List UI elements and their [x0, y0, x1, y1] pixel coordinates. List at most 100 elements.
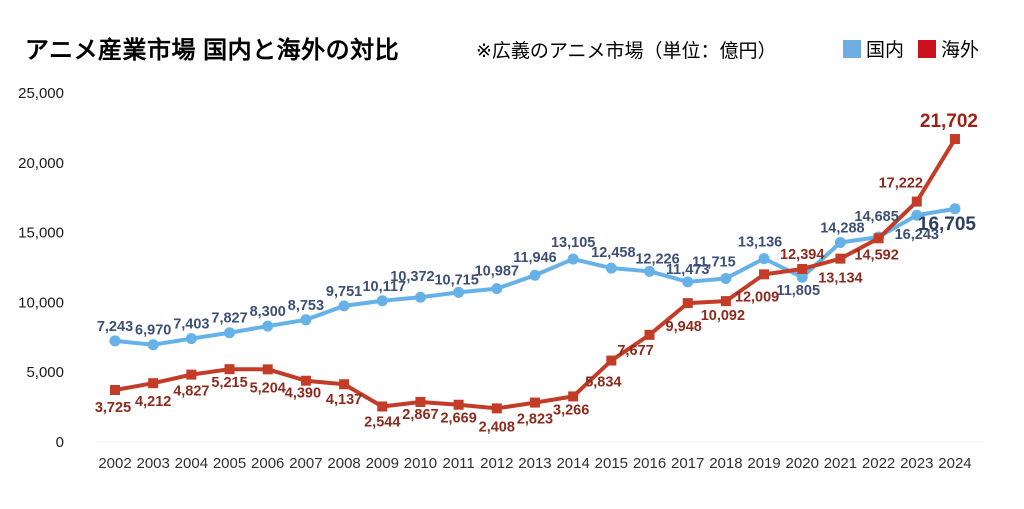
- x-tick-label: 2008: [327, 455, 360, 472]
- data-label: 21,702: [920, 111, 978, 132]
- legend-item-domestic: 国内: [843, 35, 904, 62]
- data-label: 4,137: [326, 392, 362, 408]
- data-label: 10,715: [434, 272, 478, 288]
- data-point-square: [682, 298, 693, 309]
- x-tick-label: 2018: [709, 455, 742, 472]
- x-tick-label: 2007: [289, 455, 322, 472]
- x-tick-label: 2014: [556, 455, 589, 472]
- data-point-square: [911, 196, 922, 207]
- data-point-circle: [758, 253, 770, 265]
- legend-swatch-domestic-icon: [843, 39, 861, 58]
- x-tick-label: 2017: [671, 455, 704, 472]
- data-point-circle: [644, 265, 656, 277]
- x-tick-label: 2021: [824, 455, 857, 472]
- data-point-circle: [491, 283, 503, 295]
- x-tick-label: 2019: [747, 455, 780, 472]
- data-point-square: [415, 396, 426, 407]
- data-label: 8,300: [250, 304, 286, 320]
- data-point-square: [300, 375, 311, 386]
- data-point-square: [873, 233, 884, 244]
- x-tick-label: 2020: [786, 455, 819, 472]
- x-tick-label: 2002: [98, 455, 131, 472]
- data-label: 4,212: [135, 394, 171, 410]
- data-point-circle: [682, 276, 694, 288]
- data-label: 7,403: [173, 317, 209, 333]
- data-point-square: [186, 369, 197, 380]
- data-point-square: [644, 329, 655, 340]
- data-label: 17,222: [879, 176, 923, 192]
- data-label: 11,805: [776, 283, 820, 299]
- data-point-square: [529, 397, 540, 408]
- chart-subtitle: ※広義のアニメ市場（単位：億円）: [476, 41, 777, 62]
- data-point-square: [720, 296, 731, 307]
- data-label: 14,685: [854, 209, 898, 225]
- data-label: 4,390: [285, 386, 321, 402]
- data-label: 12,458: [591, 245, 635, 261]
- data-label: 16,705: [918, 214, 977, 235]
- data-label: 16,243: [895, 227, 939, 243]
- data-point-circle: [109, 335, 121, 347]
- data-point-square: [491, 403, 502, 414]
- data-point-square: [949, 134, 960, 145]
- x-tick-label: 2004: [175, 455, 208, 472]
- data-label: 10,117: [362, 279, 406, 295]
- x-tick-label: 2013: [518, 455, 551, 472]
- data-label: 3,725: [95, 400, 131, 416]
- data-label: 5,204: [250, 380, 286, 396]
- data-label: 7,827: [211, 311, 247, 327]
- x-tick-label: 2023: [900, 455, 933, 472]
- y-tick-label: 25,000: [18, 85, 64, 102]
- data-label: 9,751: [326, 284, 362, 300]
- data-label: 7,243: [97, 319, 133, 335]
- y-tick-label: 5,000: [26, 364, 64, 381]
- chart-title: アニメ産業市場 国内と海外の対比: [25, 37, 400, 64]
- data-label: 2,669: [440, 411, 476, 427]
- data-point-square: [606, 355, 617, 366]
- y-tick-label: 0: [56, 434, 64, 451]
- data-point-square: [835, 253, 846, 264]
- legend-label-domestic: 国内: [866, 40, 905, 61]
- data-label: 7,677: [617, 343, 653, 359]
- data-point-circle: [300, 314, 312, 326]
- x-tick-label: 2006: [251, 455, 284, 472]
- data-label: 12,009: [735, 289, 779, 305]
- data-point-square: [759, 269, 770, 280]
- data-label: 2,823: [517, 412, 553, 428]
- x-tick-label: 2011: [442, 455, 474, 472]
- data-point-circle: [224, 327, 236, 339]
- data-label: 10,372: [390, 269, 434, 285]
- x-tick-label: 2005: [213, 455, 246, 472]
- data-label: 10,092: [701, 308, 745, 324]
- data-point-circle: [262, 320, 274, 332]
- data-label: 11,946: [513, 250, 557, 266]
- x-tick-label: 2012: [480, 455, 513, 472]
- data-label: 5,834: [585, 375, 621, 391]
- data-point-circle: [453, 286, 465, 298]
- legend-swatch-overseas-icon: [918, 39, 937, 58]
- chart-header: アニメ産業市場 国内と海外の対比 ※広義のアニメ市場（単位：億円） 国内 海外: [0, 0, 1024, 72]
- x-tick-label: 2010: [404, 455, 437, 472]
- x-tick-label: 2022: [862, 455, 895, 472]
- data-label: 14,592: [854, 247, 898, 263]
- data-label: 2,867: [402, 407, 438, 423]
- data-label: 10,987: [475, 264, 519, 280]
- x-tick-label: 2015: [595, 455, 628, 472]
- legend-item-overseas: 海外: [918, 35, 979, 62]
- data-point-square: [453, 399, 464, 410]
- data-point-square: [339, 379, 350, 390]
- data-label: 3,266: [553, 402, 589, 418]
- data-point-circle: [949, 203, 961, 215]
- data-point-square: [568, 391, 579, 402]
- data-point-circle: [376, 295, 388, 307]
- data-label: 13,136: [738, 235, 782, 251]
- data-point-square: [110, 384, 120, 395]
- x-tick-label: 2009: [366, 455, 399, 472]
- data-point-circle: [338, 300, 350, 312]
- data-point-square: [262, 364, 273, 375]
- data-point-circle: [720, 272, 732, 284]
- data-label: 14,288: [820, 221, 864, 237]
- data-label: 13,134: [818, 271, 862, 287]
- data-point-circle: [529, 269, 541, 281]
